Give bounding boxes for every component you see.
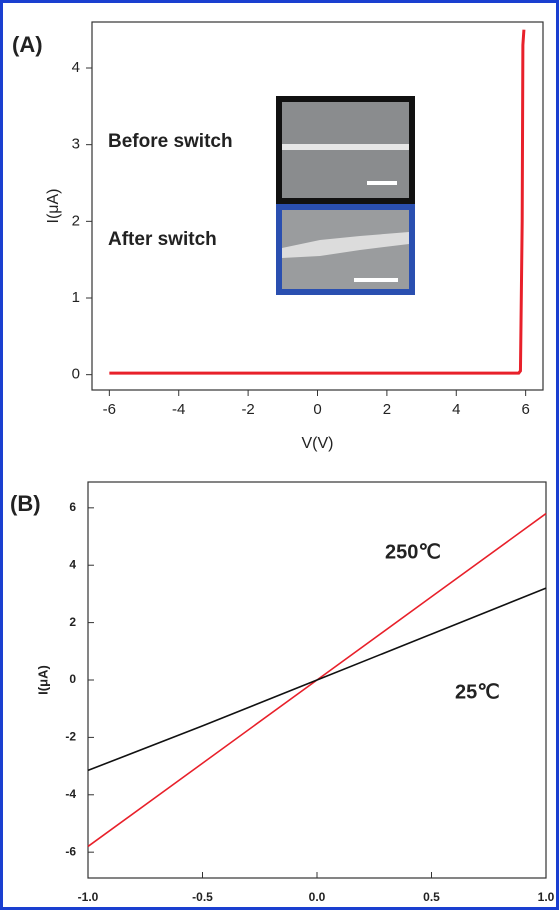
x-tick-label: -4 — [172, 401, 185, 418]
nanowire — [282, 232, 409, 258]
panel-label: (A) — [12, 32, 43, 57]
x-tick-label: 6 — [521, 401, 529, 418]
y-tick-label: 2 — [69, 615, 76, 629]
y-axis-label: I(μA) — [35, 665, 50, 695]
x-tick-label: 2 — [383, 401, 391, 418]
y-tick-label: 3 — [72, 136, 80, 153]
series-label: 25℃ — [455, 681, 500, 703]
x-tick-label: -2 — [241, 401, 254, 418]
x-tick-label: -6 — [103, 401, 116, 418]
y-tick-label: 0 — [69, 672, 76, 686]
y-tick-label: -6 — [65, 844, 76, 858]
y-tick-label: -2 — [65, 730, 76, 744]
data-line — [87, 587, 547, 772]
y-tick-label: 6 — [69, 500, 76, 514]
x-tick-label: -0.5 — [192, 890, 213, 904]
x-tick-label: 4 — [452, 401, 460, 418]
scale-bar — [354, 278, 398, 282]
y-tick-label: 0 — [72, 366, 80, 383]
y-tick-label: 2 — [72, 212, 80, 229]
inset-after — [276, 204, 415, 295]
scale-bar — [367, 181, 397, 185]
inset-before — [276, 96, 415, 204]
annotation: Before switch — [108, 131, 233, 152]
x-tick-label: -1.0 — [78, 890, 99, 904]
annotation: After switch — [108, 229, 217, 250]
series-label: 250℃ — [385, 541, 441, 563]
data-line — [109, 29, 526, 375]
y-tick-label: 1 — [72, 289, 80, 306]
x-tick-label: 0.0 — [309, 890, 326, 904]
nanowire — [282, 144, 409, 150]
y-tick-label: 4 — [72, 59, 80, 76]
y-tick-label: 4 — [69, 557, 76, 571]
x-tick-label: 1.0 — [538, 890, 555, 904]
y-axis-label: I(μA) — [45, 189, 62, 224]
x-tick-label: 0.5 — [423, 890, 440, 904]
x-tick-label: 0 — [313, 401, 321, 418]
y-tick-label: -4 — [65, 787, 76, 801]
x-axis-label: V(V) — [302, 435, 334, 452]
panel-label: (B) — [10, 491, 41, 516]
